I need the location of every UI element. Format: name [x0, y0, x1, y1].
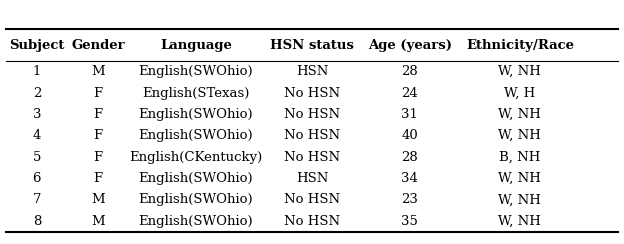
Text: 7: 7 [32, 193, 41, 206]
Text: W, NH: W, NH [499, 108, 542, 121]
Text: 31: 31 [401, 108, 418, 121]
Text: 28: 28 [401, 65, 418, 78]
Text: M: M [91, 65, 105, 78]
Text: 3: 3 [32, 108, 41, 121]
Text: No HSN: No HSN [284, 215, 340, 228]
Text: 35: 35 [401, 215, 418, 228]
Text: English(CKentucky): English(CKentucky) [129, 151, 263, 163]
Text: No HSN: No HSN [284, 108, 340, 121]
Text: 23: 23 [401, 193, 418, 206]
Text: 2: 2 [32, 87, 41, 100]
Text: F: F [94, 108, 102, 121]
Text: English(SWOhio): English(SWOhio) [139, 193, 253, 206]
Text: 1: 1 [32, 65, 41, 78]
Text: F: F [94, 129, 102, 142]
Text: 5: 5 [32, 151, 41, 163]
Text: F: F [94, 151, 102, 163]
Text: Ethnicity/Race: Ethnicity/Race [466, 39, 574, 52]
Text: W, NH: W, NH [499, 65, 542, 78]
Text: F: F [94, 172, 102, 185]
Text: English(SWOhio): English(SWOhio) [139, 129, 253, 142]
Text: B, NH: B, NH [499, 151, 540, 163]
Text: English(STexas): English(STexas) [142, 87, 250, 100]
Text: HSN: HSN [296, 65, 328, 78]
Text: HSN status: HSN status [270, 39, 354, 52]
Text: M: M [91, 215, 105, 228]
Text: No HSN: No HSN [284, 193, 340, 206]
Text: 24: 24 [401, 87, 418, 100]
Text: 6: 6 [32, 172, 41, 185]
Text: No HSN: No HSN [284, 87, 340, 100]
Text: English(SWOhio): English(SWOhio) [139, 215, 253, 228]
Text: M: M [91, 193, 105, 206]
Text: English(SWOhio): English(SWOhio) [139, 172, 253, 185]
Text: 40: 40 [401, 129, 418, 142]
Text: 34: 34 [401, 172, 418, 185]
Text: 4: 4 [32, 129, 41, 142]
Text: 8: 8 [32, 215, 41, 228]
Text: W, NH: W, NH [499, 172, 542, 185]
Text: No HSN: No HSN [284, 151, 340, 163]
Text: Gender: Gender [71, 39, 125, 52]
Text: W, H: W, H [504, 87, 535, 100]
Text: English(SWOhio): English(SWOhio) [139, 108, 253, 121]
Text: Age (years): Age (years) [368, 39, 452, 52]
Text: Language: Language [160, 39, 232, 52]
Text: Subject: Subject [9, 39, 64, 52]
Text: No HSN: No HSN [284, 129, 340, 142]
Text: F: F [94, 87, 102, 100]
Text: W, NH: W, NH [499, 215, 542, 228]
Text: W, NH: W, NH [499, 193, 542, 206]
Text: HSN: HSN [296, 172, 328, 185]
Text: 28: 28 [401, 151, 418, 163]
Text: English(SWOhio): English(SWOhio) [139, 65, 253, 78]
Text: W, NH: W, NH [499, 129, 542, 142]
